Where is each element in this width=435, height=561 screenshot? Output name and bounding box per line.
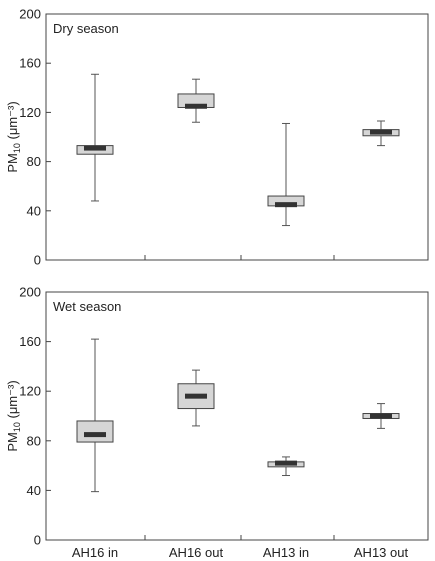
box-ah13-out	[362, 120, 400, 147]
y-axis-label-subscript: 10	[12, 143, 22, 153]
x-category-label: AH16 in	[72, 545, 118, 560]
y-axis-label: PM10 (μm⁻³)	[5, 380, 22, 451]
y-axis-label-main: PM	[5, 153, 20, 173]
y-tick-label: 40	[27, 203, 41, 218]
x-category-label: AH16 out	[169, 545, 224, 560]
y-tick-label: 160	[19, 56, 41, 71]
panel-title: Wet season	[53, 299, 121, 314]
y-tick-label: 80	[27, 154, 41, 169]
chart-panel-dry: 0 40 80 120 160 200 PM10 (μm⁻³) Dry season	[5, 7, 429, 268]
plot-frame	[45, 13, 429, 261]
y-tick-label: 160	[19, 334, 41, 349]
box-ah13-in	[267, 456, 305, 477]
panel-title: Dry season	[53, 21, 119, 36]
y-tick-label: 0	[34, 533, 41, 548]
median-bar	[84, 145, 106, 151]
median-bar	[275, 202, 297, 208]
box-ah13-in	[267, 122, 305, 227]
median-bar	[275, 460, 297, 466]
y-tick-label: 120	[19, 384, 41, 399]
chart-panel-wet: 0 40 80 120 160 200 PM10 (μm⁻³) Wet season AH16 …	[5, 285, 429, 560]
y-axis-label-main: PM	[5, 432, 20, 452]
median-bar	[370, 413, 392, 419]
y-axis-label: PM10 (μm⁻³)	[5, 101, 22, 172]
median-bar	[185, 103, 207, 109]
y-axis-label-unit: (μm⁻³)	[5, 101, 20, 143]
box-ah16-out	[177, 369, 215, 427]
x-category-label: AH13 in	[263, 545, 309, 560]
y-tick-label: 120	[19, 105, 41, 120]
iqr-box	[76, 420, 114, 443]
box-ah16-out	[177, 78, 215, 123]
y-tick-label: 40	[27, 483, 41, 498]
y-tick-label: 0	[34, 253, 41, 268]
y-tick-label: 80	[27, 433, 41, 448]
y-tick-label: 200	[19, 7, 41, 22]
y-axis-label-unit: (μm⁻³)	[5, 380, 20, 422]
y-tick-label: 200	[19, 285, 41, 300]
box-ah13-out	[362, 403, 400, 429]
median-bar	[370, 129, 392, 135]
median-bar	[84, 432, 106, 438]
box-ah16-in	[76, 73, 114, 202]
box-ah16-in	[76, 338, 114, 493]
x-category-label: AH13 out	[354, 545, 409, 560]
y-axis-label-subscript: 10	[12, 422, 22, 432]
median-bar	[185, 393, 207, 399]
